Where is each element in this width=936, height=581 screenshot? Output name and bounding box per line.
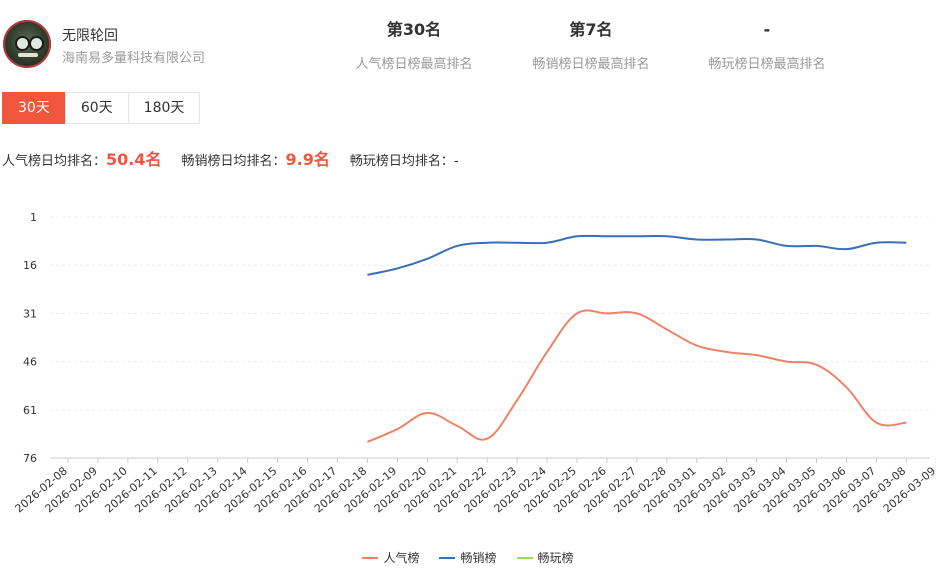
y-tick-label: 31 [23,307,37,320]
legend-play[interactable]: 畅玩榜 [516,549,574,566]
app-header: 无限轮回 海南易多量科技有限公司 第30名 人气榜日榜最高排名 第7名 畅销榜日… [0,0,936,90]
legend-swatch [516,556,533,559]
avatar-mouth [18,53,38,57]
avatar-ring [3,20,51,68]
series-line-0 [367,309,907,443]
legend-label: 畅玩榜 [537,551,574,565]
stat-label: 畅销榜日榜最高排名 [532,57,650,72]
stat-value: - [763,20,771,39]
app-avatar-icon[interactable] [3,20,51,68]
tab-180-days[interactable]: 180天 [127,92,201,124]
stat-label: 人气榜日榜最高排名 [355,57,473,72]
avg-value: 9.9名 [285,150,330,169]
avg-label: 畅玩榜日均排名： [349,154,454,169]
y-tick-label: 16 [23,259,37,272]
average-rank-row: 人气榜日均排名： 50.4名 畅销榜日均排名： 9.9名 畅玩榜日均排名： - [2,146,479,170]
series-line-1 [367,234,907,276]
range-tabs: 30天 60天 180天 [2,92,201,124]
avg-popularity: 人气榜日均排名： 50.4名 [2,146,162,170]
rank-trend-chart: 116314661762026-02-082026-02-092026-02-1… [13,211,936,515]
y-tick-label: 1 [30,211,37,224]
stat-play-best: - 畅玩榜日榜最高排名 [677,18,857,72]
app-name: 无限轮回 [62,28,118,44]
avg-label: 人气榜日均排名： [2,154,107,169]
tab-30-days[interactable]: 30天 [2,92,66,124]
avg-play: 畅玩榜日均排名： - [350,150,459,169]
avatar-eye-left [15,36,30,51]
y-tick-label: 61 [23,404,37,417]
legend-popularity[interactable]: 人气榜 [362,549,419,566]
stat-value: 第7名 [569,20,613,39]
legend-label: 人气榜 [383,551,420,565]
legend-swatch [439,556,456,559]
stat-label: 畅玩榜日榜最高排名 [708,57,826,72]
avg-bestseller: 畅销榜日均排名： 9.9名 [182,146,330,170]
y-tick-label: 46 [23,356,37,369]
legend-swatch [362,556,379,559]
stat-value: 第30名 [386,20,442,39]
stat-popularity-best: 第30名 人气榜日榜最高排名 [324,18,504,72]
legend-bestseller[interactable]: 畅销榜 [439,549,497,566]
avg-value: - [453,154,459,169]
y-tick-label: 76 [23,452,37,465]
avg-value: 50.4名 [106,150,162,169]
avg-label: 畅销榜日均排名： [181,154,286,169]
stat-bestseller-best: 第7名 畅销榜日榜最高排名 [501,18,681,72]
chart-legend: 人气榜 畅销榜 畅玩榜 [0,549,936,566]
tab-60-days[interactable]: 60天 [64,92,129,124]
avatar-eye-right [29,36,44,51]
company-name: 海南易多量科技有限公司 [62,51,206,66]
legend-label: 畅销榜 [460,551,497,565]
